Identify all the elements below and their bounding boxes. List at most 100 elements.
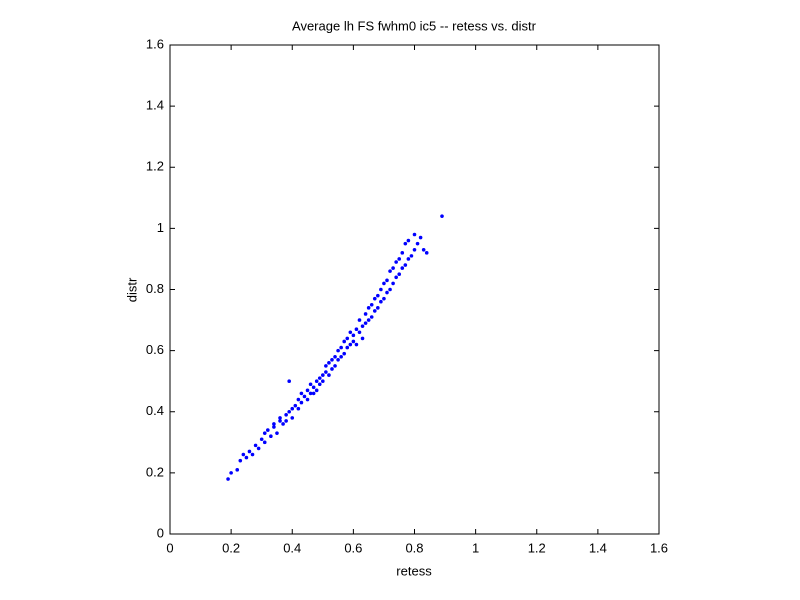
point xyxy=(363,312,368,316)
point xyxy=(317,382,322,387)
point xyxy=(412,232,417,237)
x-tick-label: 0.8 xyxy=(405,540,423,555)
point xyxy=(418,235,423,240)
y-tick-label: 0.4 xyxy=(146,403,164,418)
point xyxy=(330,367,334,371)
point xyxy=(382,296,386,301)
point xyxy=(284,419,288,423)
y-tick-label: 1 xyxy=(157,220,164,235)
point xyxy=(351,339,356,344)
point xyxy=(287,409,291,414)
x-tick-label: 0 xyxy=(166,540,173,555)
point xyxy=(330,357,334,362)
y-tick-label: 0.8 xyxy=(146,281,164,296)
point xyxy=(278,416,282,420)
point xyxy=(363,321,368,325)
point xyxy=(321,379,325,383)
x-tick-label: 1 xyxy=(472,540,479,555)
point xyxy=(281,422,285,426)
point xyxy=(394,275,398,280)
y-axis-label: distr xyxy=(124,277,139,302)
point xyxy=(369,302,374,307)
x-tick-label: 0.2 xyxy=(222,540,240,555)
point xyxy=(296,406,301,411)
point xyxy=(327,373,331,377)
x-axis-label: retess xyxy=(396,563,432,578)
point xyxy=(311,385,316,390)
point xyxy=(262,431,267,435)
y-tick-label: 1.6 xyxy=(146,36,164,51)
point xyxy=(250,452,255,457)
point xyxy=(327,361,331,365)
point xyxy=(272,425,276,429)
point xyxy=(348,342,353,347)
point xyxy=(308,391,313,396)
point xyxy=(391,266,395,270)
point xyxy=(226,477,230,481)
y-tick-label: 1.2 xyxy=(146,159,164,174)
point xyxy=(388,269,392,273)
point xyxy=(357,318,362,322)
point xyxy=(376,293,380,298)
point xyxy=(299,400,304,405)
y-tick-label: 0.6 xyxy=(146,342,164,357)
point xyxy=(388,287,392,292)
point xyxy=(238,458,243,463)
point xyxy=(440,214,444,218)
point xyxy=(229,471,233,475)
point xyxy=(278,419,282,423)
point xyxy=(317,376,322,380)
point xyxy=(366,306,371,310)
point xyxy=(382,281,386,286)
point xyxy=(397,272,402,277)
point xyxy=(415,241,420,246)
point xyxy=(424,251,429,255)
point xyxy=(354,327,359,332)
point xyxy=(253,443,258,448)
point xyxy=(379,287,383,292)
point xyxy=(262,440,267,445)
point xyxy=(272,422,276,426)
point xyxy=(235,468,240,472)
point xyxy=(394,260,398,264)
point xyxy=(241,452,246,457)
y-tick-label: 0.2 xyxy=(146,464,164,479)
point xyxy=(299,391,304,396)
point xyxy=(369,315,374,319)
point xyxy=(290,406,295,411)
point xyxy=(391,281,395,286)
point xyxy=(290,416,295,420)
point xyxy=(308,382,313,387)
point xyxy=(400,251,405,255)
point xyxy=(412,247,417,252)
point xyxy=(357,330,362,335)
x-tick-label: 0.6 xyxy=(344,540,362,555)
point xyxy=(256,446,261,451)
point xyxy=(354,342,359,347)
point xyxy=(293,403,298,408)
point xyxy=(342,351,347,356)
point xyxy=(275,431,279,435)
point xyxy=(342,339,347,344)
point xyxy=(345,345,350,350)
point xyxy=(305,388,310,393)
point xyxy=(333,364,337,368)
x-tick-label: 1.2 xyxy=(528,540,546,555)
point xyxy=(406,238,411,243)
point xyxy=(336,357,340,362)
y-tick-label: 0 xyxy=(157,525,164,540)
point xyxy=(314,388,319,393)
point xyxy=(379,299,383,304)
point xyxy=(339,345,343,350)
point xyxy=(372,309,377,313)
point xyxy=(287,379,291,383)
point xyxy=(421,247,426,252)
point xyxy=(376,306,380,310)
point xyxy=(385,290,389,295)
point xyxy=(333,354,337,359)
point xyxy=(403,241,408,246)
point xyxy=(284,413,288,417)
